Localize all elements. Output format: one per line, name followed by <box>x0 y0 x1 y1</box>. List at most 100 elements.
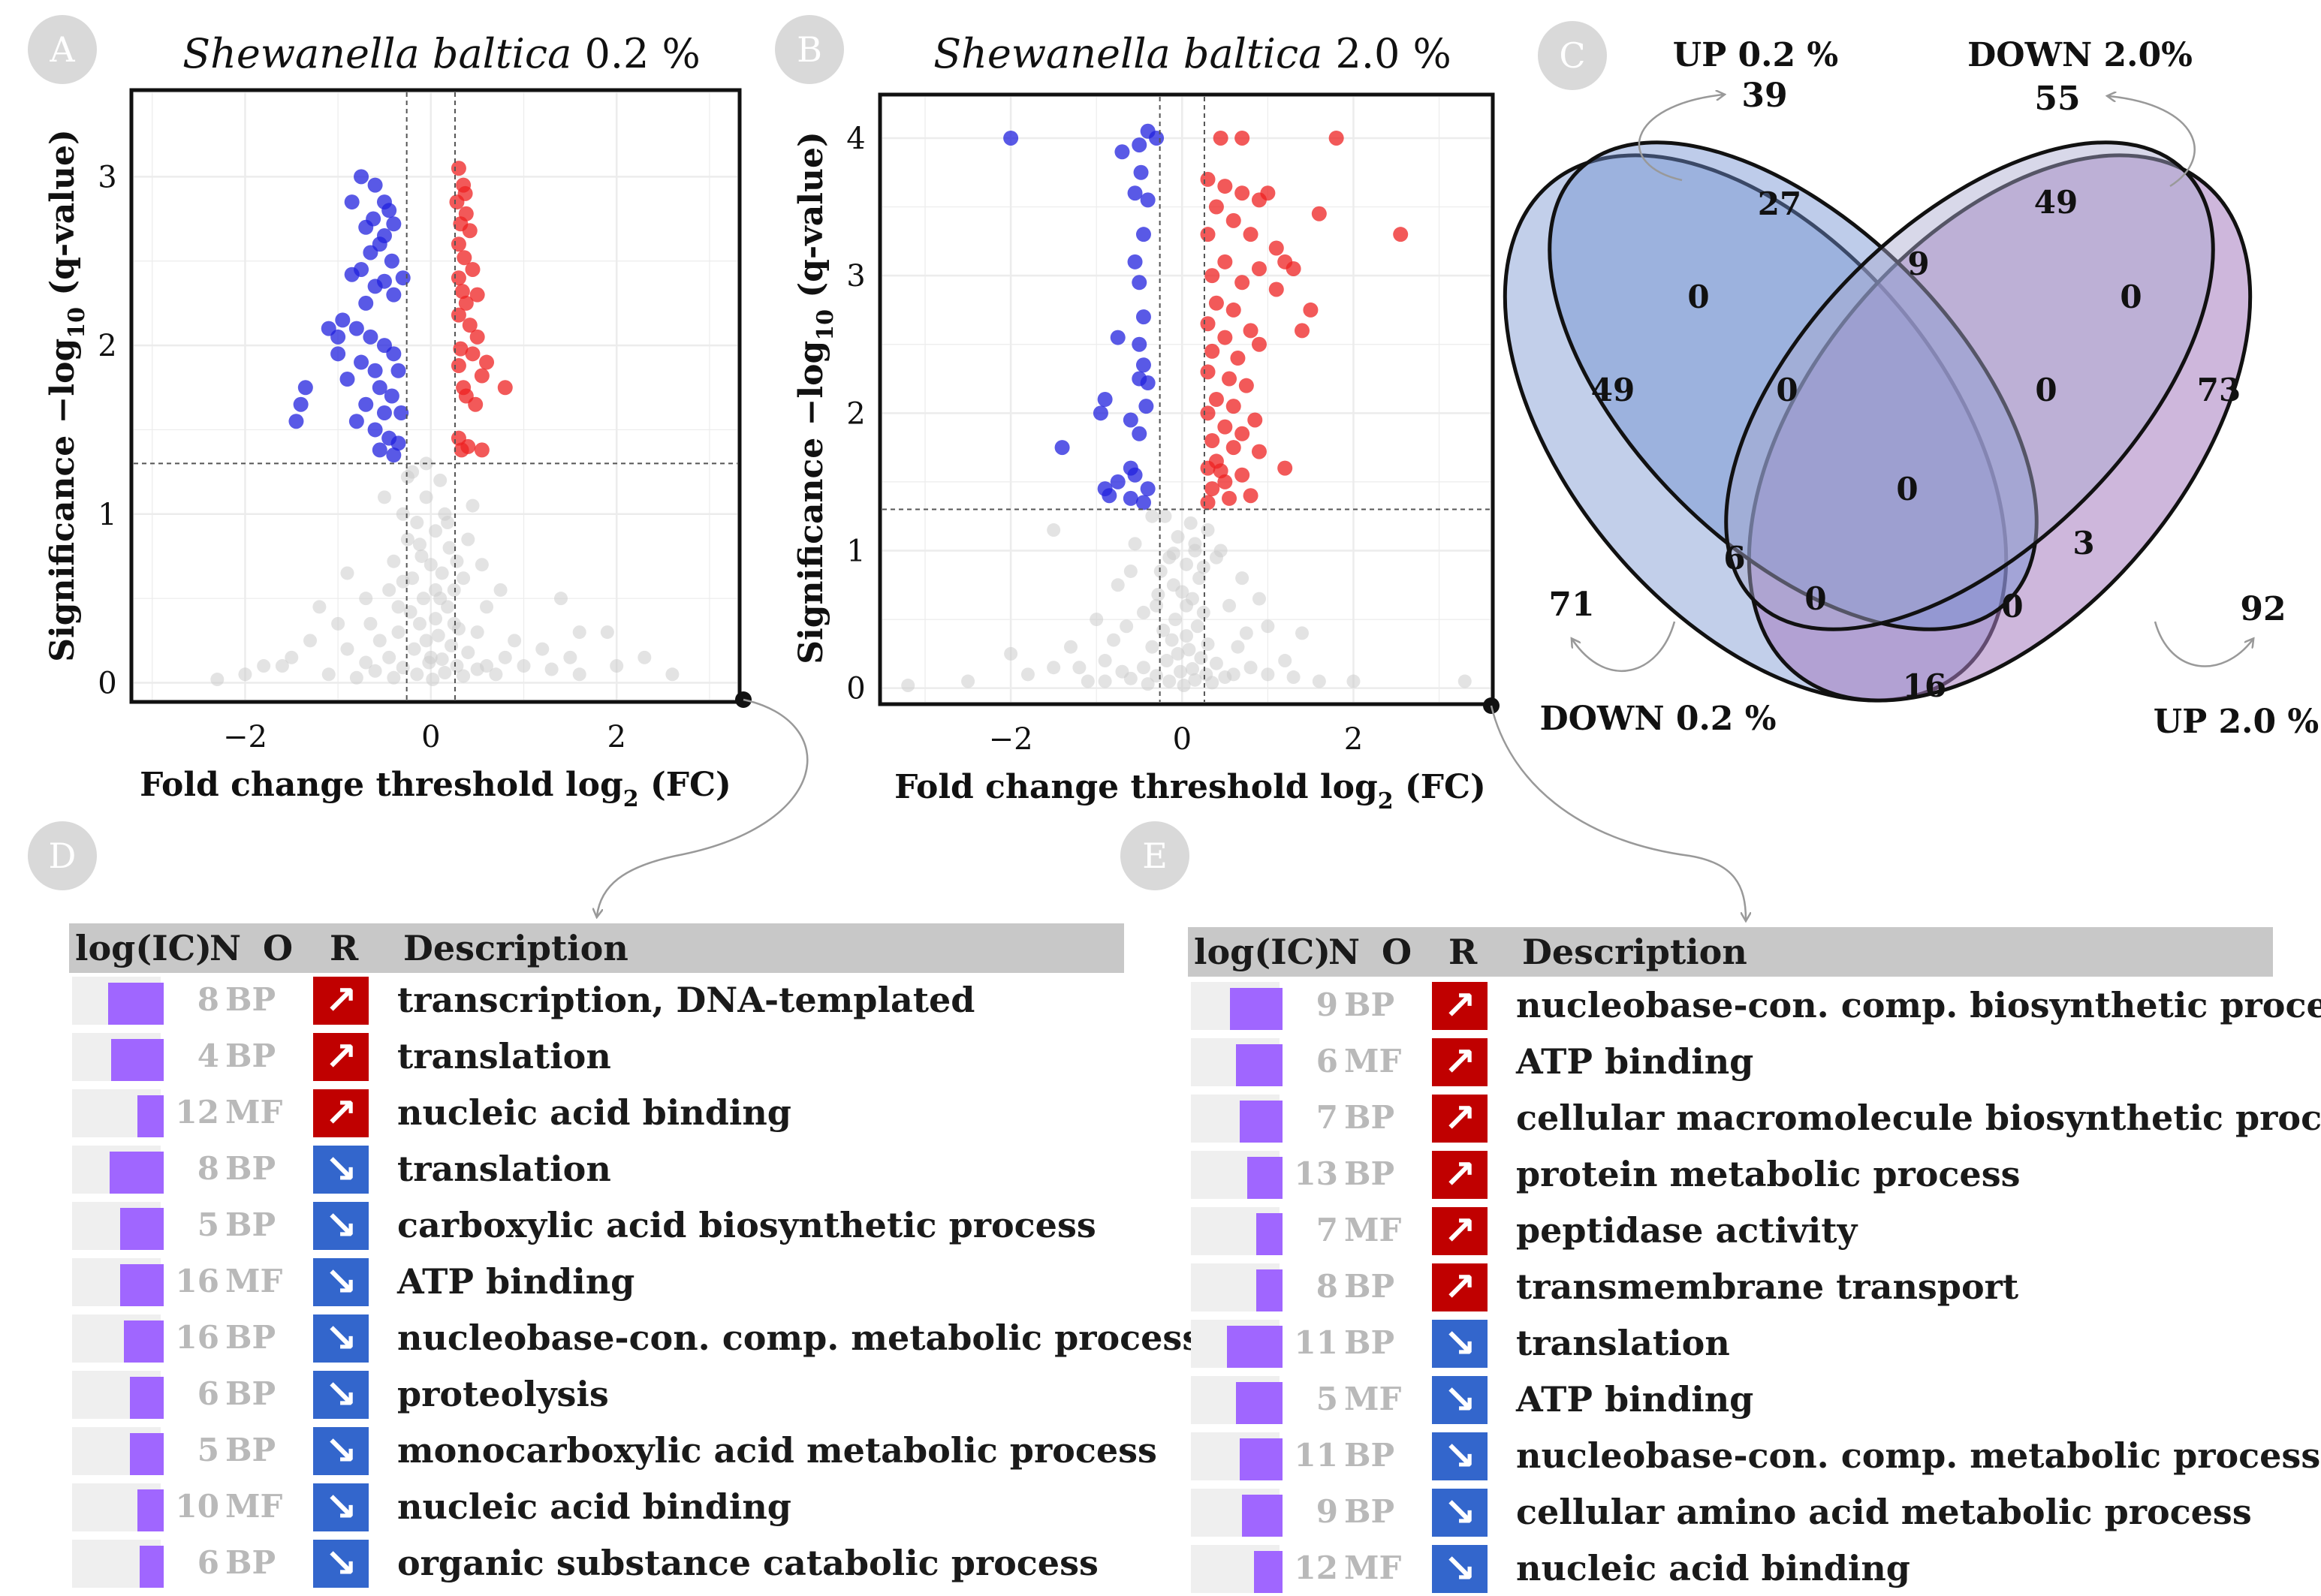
point-up <box>1204 432 1220 448</box>
venn-region-down20-up20: 0 <box>2120 279 2142 315</box>
cell-ontology: BP <box>225 1375 276 1412</box>
point-ns <box>435 566 449 580</box>
ic-bar <box>137 1489 164 1531</box>
venn-label-up02: UP 0.2 % <box>1673 36 1838 74</box>
table-row: 4 BP ↗ translation <box>69 1028 1124 1084</box>
volcano-b-frame <box>878 92 1495 706</box>
point-up <box>1213 130 1228 146</box>
cell-description: protein metabolic process <box>1516 1154 2021 1194</box>
point-up <box>1295 323 1310 339</box>
point-ns <box>1098 674 1112 688</box>
point-up <box>1225 212 1241 228</box>
point-up <box>465 261 481 277</box>
cell-description: transmembrane transport <box>1516 1266 2019 1307</box>
point-down <box>390 435 406 451</box>
volcano-plot-a: Shewanella baltica 0.2 % −2 0 2 0 1 2 3 Fold c… <box>44 30 752 812</box>
regulation-down-icon: ↘ <box>313 1314 369 1363</box>
venn-label-down20: DOWN 2.0% <box>1967 36 2193 74</box>
panel-badge-b: B <box>775 15 844 84</box>
point-down <box>1140 481 1156 497</box>
point-ns <box>426 673 440 687</box>
point-ns <box>961 674 975 688</box>
point-up <box>451 270 466 286</box>
y-tick-label: 0 <box>846 672 865 706</box>
point-ns <box>1222 598 1237 613</box>
point-up <box>1225 399 1241 414</box>
point-ns <box>1145 509 1159 523</box>
point-ns <box>410 516 424 530</box>
y-tick-label: 4 <box>846 122 865 156</box>
panel-letter-d: D <box>49 836 77 876</box>
ic-bar <box>1256 1213 1283 1255</box>
venn-ellipse-down20 <box>1724 140 2215 631</box>
point-down <box>1135 227 1151 242</box>
point-ns <box>435 652 449 667</box>
cell-n: 9 <box>1316 1493 1338 1530</box>
cell-n: 4 <box>197 1037 219 1074</box>
point-ns <box>438 666 452 680</box>
ic-bar <box>111 1039 164 1081</box>
point-up <box>1251 444 1267 459</box>
x-tick-label: −2 <box>989 722 1033 757</box>
table-row: 6 MF ↗ ATP binding <box>1188 1034 2273 1089</box>
point-up <box>1200 364 1216 380</box>
point-ns <box>403 605 417 619</box>
regulation-down-icon: ↘ <box>313 1427 369 1475</box>
ic-bar <box>1254 1551 1283 1593</box>
point-ns <box>1151 588 1165 602</box>
point-ns <box>419 634 433 648</box>
panel-badge-e: E <box>1120 821 1189 890</box>
point-up <box>1208 392 1224 407</box>
cell-ontology: MF <box>225 1488 283 1525</box>
cell-ontology: BP <box>225 1544 276 1581</box>
point-down <box>1132 336 1147 352</box>
table-row: 12 MF ↗ nucleic acid binding <box>69 1085 1124 1140</box>
point-down <box>1133 164 1149 180</box>
x-tick-label: −2 <box>223 720 267 754</box>
table-d-header-o: O <box>263 928 294 968</box>
point-down <box>330 346 346 362</box>
table-row: 7 BP ↗ cellular macromolecule biosynthetic … <box>1188 1090 2321 1146</box>
table-e-header-r: R <box>1448 932 1478 972</box>
venn-arrow-down02 <box>1572 621 1676 672</box>
ic-bar <box>1247 1157 1283 1199</box>
point-down <box>1102 488 1117 504</box>
point-ns <box>1252 592 1266 606</box>
point-up <box>462 223 478 239</box>
cell-description: translation <box>397 1036 611 1077</box>
point-down <box>367 363 383 378</box>
point-ns <box>1188 537 1202 551</box>
table-e-header-o: O <box>1382 932 1412 972</box>
point-ns <box>553 592 568 606</box>
venn-region-down02-up02: 0 <box>1687 279 1709 315</box>
table-row: 6 BP ↘ proteolysis <box>69 1366 1124 1422</box>
point-ns <box>238 667 252 682</box>
cell-description: nucleic acid binding <box>397 1092 791 1133</box>
cell-n: 16 <box>175 1319 219 1356</box>
point-ns <box>457 571 471 586</box>
point-ns <box>431 628 445 643</box>
point-up <box>1222 371 1237 387</box>
point-up <box>1311 206 1327 221</box>
ic-bar <box>1236 1044 1283 1086</box>
table-row: 5 MF ↘ ATP binding <box>1188 1372 2273 1427</box>
point-ns <box>1165 633 1179 647</box>
table-row: 5 BP ↘ monocarboxylic acid metabolic proces… <box>69 1423 1157 1478</box>
cell-description: nucleic acid binding <box>397 1486 791 1527</box>
regulation-up-icon: ↗ <box>1432 1207 1488 1255</box>
point-down <box>297 380 313 396</box>
cell-n: 9 <box>1316 986 1338 1023</box>
table-e-header-ic: log(IC) <box>1194 932 1331 972</box>
point-up <box>1303 302 1319 318</box>
point-ns <box>610 659 624 673</box>
ic-bar <box>120 1264 164 1306</box>
point-up <box>451 358 466 374</box>
cell-ontology: MF <box>1344 1212 1402 1248</box>
point-ns <box>285 650 299 664</box>
venn-region-up02-down20-up20: 0 <box>2035 372 2057 408</box>
point-down <box>1149 130 1165 146</box>
point-down <box>367 422 383 438</box>
cell-n: 6 <box>1316 1043 1338 1080</box>
regulation-up-icon: ↗ <box>313 977 369 1025</box>
venn-ellipse-up20 <box>1747 153 2253 703</box>
